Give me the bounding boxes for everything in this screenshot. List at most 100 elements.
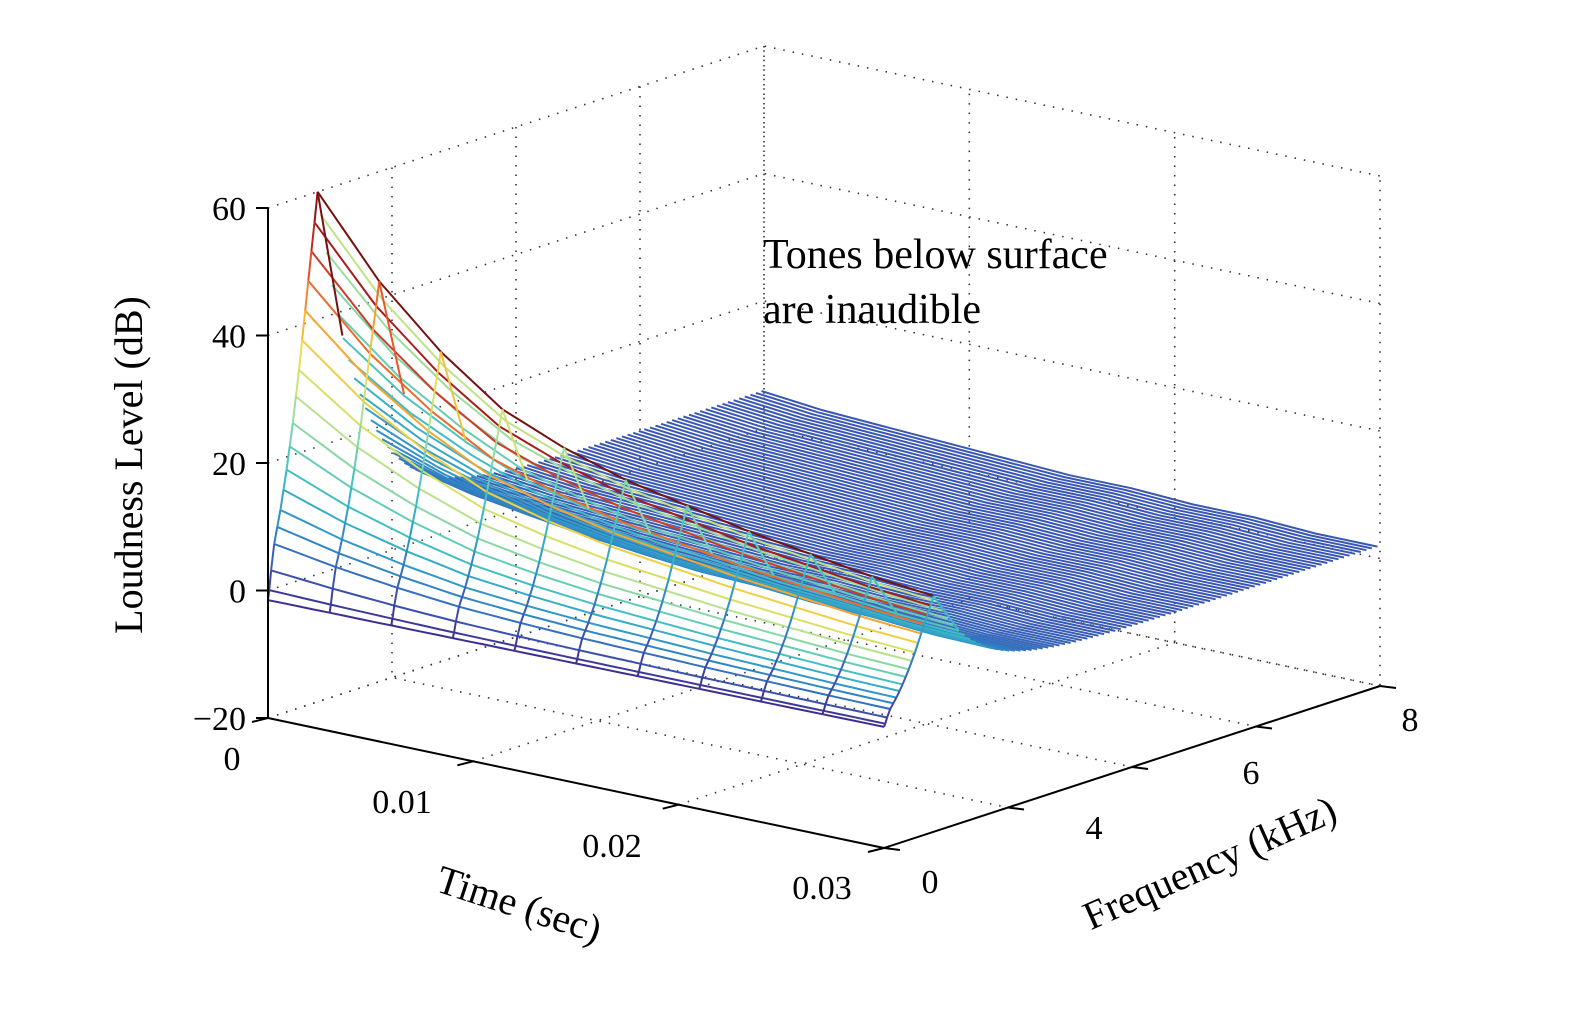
surface-time-line xyxy=(454,606,460,622)
surface-time-line xyxy=(612,519,618,534)
surface-time-line xyxy=(329,588,334,605)
surface-time-line xyxy=(830,683,836,690)
surface-time-line xyxy=(886,708,892,718)
surface-time-line xyxy=(288,422,294,447)
surface-time-line xyxy=(433,371,439,392)
surface-time-line xyxy=(883,723,887,728)
surface-time-line xyxy=(516,622,522,637)
surface-time-line xyxy=(298,340,304,371)
surface-time-line xyxy=(719,619,725,630)
surface-time-line xyxy=(559,447,565,464)
x-tick-mark xyxy=(457,760,474,767)
surface-time-line xyxy=(563,447,590,509)
surface-time-line xyxy=(772,660,778,670)
surface-tail-line xyxy=(705,408,1322,566)
surface-time-line xyxy=(453,621,457,633)
surface-tail-line xyxy=(543,459,1161,619)
surface-time-line xyxy=(867,576,873,587)
surface-time-line xyxy=(716,628,722,639)
surface-time-line xyxy=(596,582,602,595)
surface-tail-line xyxy=(604,440,1222,599)
surface-time-line xyxy=(341,522,347,540)
surface-time-line xyxy=(301,310,307,341)
surface-time-line xyxy=(840,661,846,670)
z-tick-label: −20 xyxy=(193,701,246,738)
surface-time-line xyxy=(424,430,430,452)
surface-time-line xyxy=(492,442,498,460)
surface-time-line xyxy=(920,623,926,634)
surface-time-line xyxy=(797,585,803,597)
surface-time-line xyxy=(932,595,960,631)
surface-time-line xyxy=(485,475,491,493)
surface-time-line xyxy=(895,690,901,699)
surface-time-line xyxy=(655,611,661,622)
surface-time-line xyxy=(418,470,424,489)
surface-time-line xyxy=(822,704,827,712)
surface-time-line xyxy=(304,280,310,311)
z-tick-label: 20 xyxy=(212,446,246,483)
surface-time-line xyxy=(408,521,414,538)
surface-time-line xyxy=(744,531,750,544)
surface-time-line xyxy=(593,593,599,605)
surface-time-line xyxy=(803,564,809,576)
surface-time-line xyxy=(489,458,495,476)
surface-tail-line xyxy=(683,415,1300,574)
x-tick-mark xyxy=(251,717,269,723)
surface-tail-line xyxy=(710,406,1328,564)
surface-time-line xyxy=(775,653,781,662)
surface-time-line xyxy=(544,520,550,537)
surface-time-line xyxy=(661,590,667,602)
surface-tail-line xyxy=(342,337,960,632)
surface-time-line xyxy=(362,377,368,402)
surface-level-line xyxy=(316,191,934,597)
surface-time-line xyxy=(495,426,501,443)
surface-time-line xyxy=(904,668,910,678)
surface-time-line xyxy=(761,690,765,699)
surface-time-line xyxy=(396,576,402,589)
surface-tail-line xyxy=(588,446,1205,604)
surface-time-line xyxy=(652,620,658,631)
surface-time-line xyxy=(347,487,353,507)
surface-time-line xyxy=(439,351,467,441)
surface-time-line xyxy=(599,571,605,584)
surface-level-line xyxy=(273,542,891,710)
surface-time-line xyxy=(334,553,340,568)
surface-tail-line xyxy=(582,447,1200,606)
y-tick-label: 4 xyxy=(1086,810,1103,847)
grid-line-back-wall-z xyxy=(267,45,1381,209)
surface-time-line xyxy=(313,191,319,223)
surface-time-line xyxy=(621,479,627,494)
surface-time-line xyxy=(884,717,889,724)
surface-time-line xyxy=(581,630,587,639)
surface-time-line xyxy=(793,596,799,608)
surface-time-line xyxy=(375,281,381,307)
z-axis-label: Loudness Level (dB) xyxy=(106,296,151,634)
surface-time-line xyxy=(910,652,916,662)
surface-time-line xyxy=(639,652,645,665)
surface-tail-line xyxy=(643,428,1261,586)
surface-time-line xyxy=(556,462,562,478)
surface-time-line xyxy=(836,669,842,677)
surface-time-line xyxy=(898,683,904,692)
x-axis-label: Time (sec) xyxy=(431,856,607,952)
surface-time-line xyxy=(270,543,276,571)
surface-time-line xyxy=(762,681,768,692)
surface-tail-line xyxy=(677,417,1295,575)
surface-time-line xyxy=(766,674,771,682)
surface-time-line xyxy=(707,653,713,661)
surface-time-line xyxy=(350,468,356,488)
surface-tail-line xyxy=(716,404,1334,563)
surface-time-line xyxy=(917,633,923,644)
surface-time-line xyxy=(307,251,313,282)
surface-tail-line xyxy=(359,393,977,644)
surface-tail-line xyxy=(755,391,1373,550)
surface-tail-line xyxy=(627,433,1244,592)
surface-time-line xyxy=(926,605,932,616)
surface-time-line xyxy=(824,695,830,705)
surface-tail-line xyxy=(727,401,1345,559)
surface-time-line xyxy=(833,676,839,684)
surface-time-line xyxy=(686,505,713,555)
surface-time-line xyxy=(498,409,504,427)
